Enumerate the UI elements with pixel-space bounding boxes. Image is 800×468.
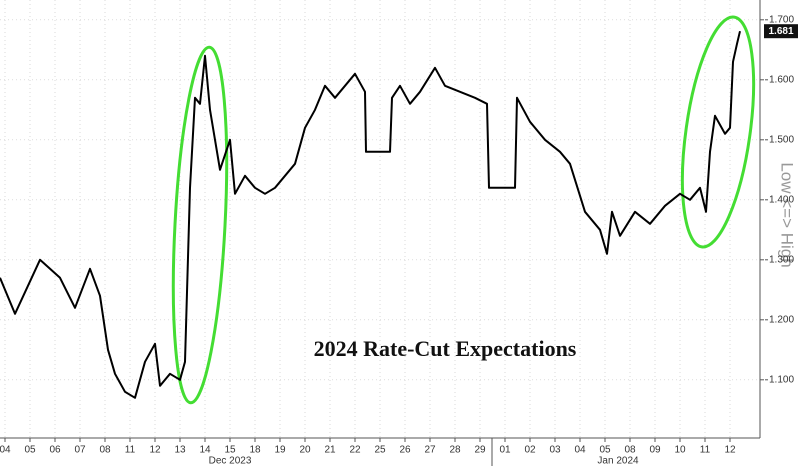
y-tick-label: 1.700 — [769, 14, 794, 25]
x-tick-label: 27 — [424, 445, 436, 456]
x-tick-label: 11 — [125, 445, 136, 456]
y-tick-label: 1.400 — [769, 194, 794, 205]
x-tick-label: 28 — [449, 445, 461, 456]
x-tick-label: 20 — [299, 445, 311, 456]
x-tick-label: 02 — [524, 445, 536, 456]
x-tick-label: 19 — [274, 445, 286, 456]
x-tick-label: 01 — [499, 445, 511, 456]
last-value-box — [764, 24, 798, 39]
x-tick-label: 04 — [0, 445, 11, 456]
y-tick-label: 1.200 — [769, 314, 794, 325]
x-tick-label: 26 — [399, 445, 411, 456]
month-label: Dec 2023 — [209, 456, 252, 467]
grid — [0, 0, 760, 438]
highlight-ellipse — [680, 15, 756, 249]
y-tick-label: 1.100 — [769, 374, 794, 385]
x-tick-label: 03 — [549, 445, 561, 456]
x-tick-label: 21 — [324, 445, 336, 456]
x-tick-label: 11 — [700, 445, 711, 456]
data-line — [0, 30, 741, 399]
highlight-ellipse — [171, 45, 229, 405]
x-tick-label: 15 — [224, 445, 236, 456]
last-value-label: 1.681 — [768, 26, 793, 37]
x-tick-label: 29 — [474, 445, 486, 456]
y-tick-label: 1.300 — [769, 254, 794, 265]
y-tick-label: 1.500 — [769, 134, 794, 145]
x-tick-label: 14 — [199, 445, 211, 456]
x-tick-label: 12 — [149, 445, 161, 456]
x-tick-label: 25 — [374, 445, 386, 456]
month-label: Jan 2024 — [597, 456, 639, 467]
x-tick-label: 04 — [574, 445, 586, 456]
y-tick-label: 1.600 — [769, 74, 794, 85]
x-tick-label: 09 — [649, 445, 661, 456]
x-tick-label: 13 — [174, 445, 186, 456]
x-tick-label: 22 — [349, 445, 361, 456]
x-tick-label: 05 — [599, 445, 611, 456]
x-tick-label: 12 — [724, 445, 736, 456]
x-tick-label: 05 — [24, 445, 36, 456]
x-tick-label: 06 — [49, 445, 61, 456]
x-tick-label: 10 — [674, 445, 686, 456]
x-tick-label: 07 — [74, 445, 86, 456]
x-tick-label: 08 — [624, 445, 636, 456]
y-axis-label: Low <=> High — [778, 162, 797, 267]
x-tick-label: 18 — [249, 445, 261, 456]
x-tick-label: 08 — [99, 445, 111, 456]
chart-title: 2024 Rate-Cut Expectations — [314, 336, 577, 361]
